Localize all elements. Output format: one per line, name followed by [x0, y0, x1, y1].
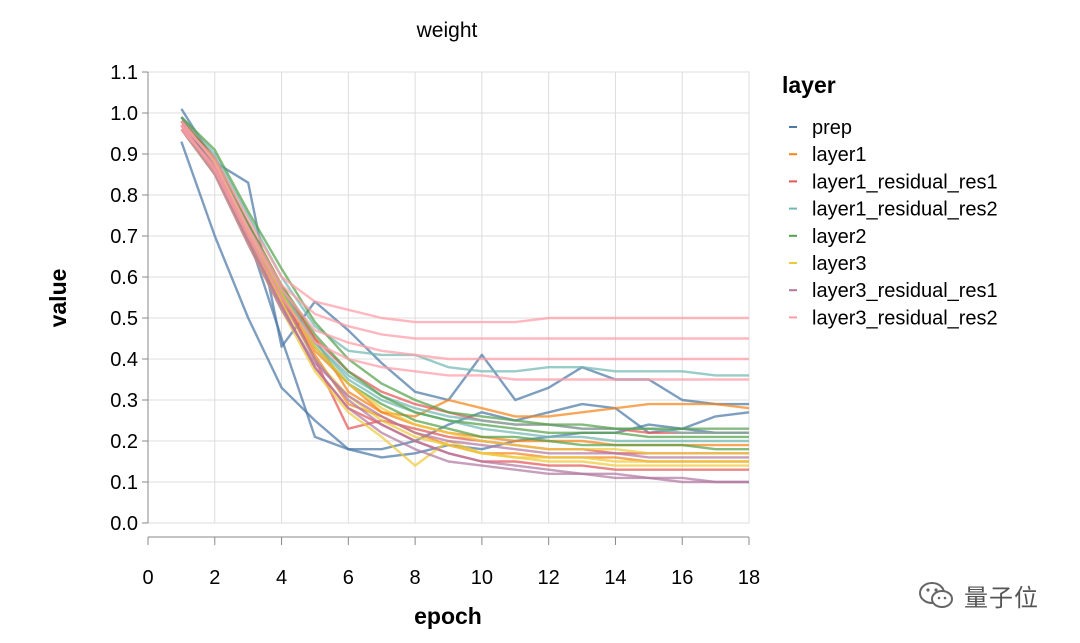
legend-label: layer1_residual_res2 [812, 199, 998, 221]
legend-label: layer1_residual_res1 [812, 171, 998, 193]
legend: prep layer1 layer1_residual_res1 layer1_res… [789, 117, 998, 329]
series-line-layer2 [180, 116, 749, 430]
x-tick-label: 0 [142, 567, 153, 589]
series-line-layer3 [180, 120, 749, 455]
series-line-layer3_residual_res2 [180, 124, 749, 324]
x-tick-label: 16 [671, 567, 693, 589]
y-tick-label: 0.1 [110, 472, 138, 494]
series-line-prep [180, 116, 749, 451]
y-tick-label: 0.9 [110, 144, 138, 166]
y-axis-label: value [45, 269, 71, 328]
x-tick-label: 4 [276, 567, 287, 589]
y-tick-label: 0.3 [110, 390, 138, 412]
watermark: 量子位 [918, 578, 1039, 613]
series-line-layer3_residual_res2 [180, 120, 749, 340]
y-tick-label: 1.1 [110, 62, 138, 84]
legend-label: layer2 [812, 226, 866, 248]
y-tick-label: 0.5 [110, 308, 138, 330]
y-tick-label: 0.2 [110, 431, 138, 453]
series-line-layer3_residual_res2 [180, 128, 749, 361]
y-tick-label: 0.7 [110, 226, 138, 248]
y-tick-label: 1.0 [110, 103, 138, 125]
axes: 0.0 0.1 0.2 0.3 0.4 0.5 0.6 0.7 0.8 0.9 1.0 1.1 0 2 4 6… [110, 62, 760, 589]
legend-title: layer [782, 72, 836, 98]
x-axis-label: epoch [414, 603, 482, 629]
x-tick-label: 2 [209, 567, 220, 589]
x-tick-label: 12 [538, 567, 560, 589]
wechat-icon [919, 581, 953, 608]
series-line-layer3_residual_res2 [180, 124, 749, 381]
x-tick-label: 14 [604, 567, 626, 589]
legend-label: layer3_residual_res2 [812, 307, 998, 329]
x-tick-label: 10 [471, 567, 493, 589]
series-lines [180, 108, 750, 484]
x-tick-label: 8 [410, 567, 421, 589]
y-tick-label: 0.4 [110, 349, 138, 371]
legend-label: layer3 [812, 253, 866, 275]
series-line-layer1 [180, 128, 749, 447]
plot-frame [147, 71, 750, 524]
series-line-layer3_residual_res1 [180, 128, 749, 459]
grid [147, 71, 750, 524]
series-line-prep [180, 141, 750, 459]
y-tick-label: 0.6 [110, 267, 138, 289]
x-tick-label: 6 [343, 567, 354, 589]
series-line-layer2 [180, 124, 749, 451]
legend-label: layer3_residual_res1 [812, 280, 998, 302]
chart-title: weight [416, 19, 478, 42]
y-tick-label: 0.0 [110, 513, 138, 535]
series-line-layer3 [180, 124, 749, 463]
y-tick-label: 0.8 [110, 185, 138, 207]
legend-label: layer1 [812, 144, 866, 166]
legend-label: prep [812, 117, 852, 139]
x-tick-label: 18 [738, 567, 760, 589]
watermark-text: 量子位 [964, 584, 1039, 612]
series-line-layer1_residual_res2 [180, 116, 749, 377]
